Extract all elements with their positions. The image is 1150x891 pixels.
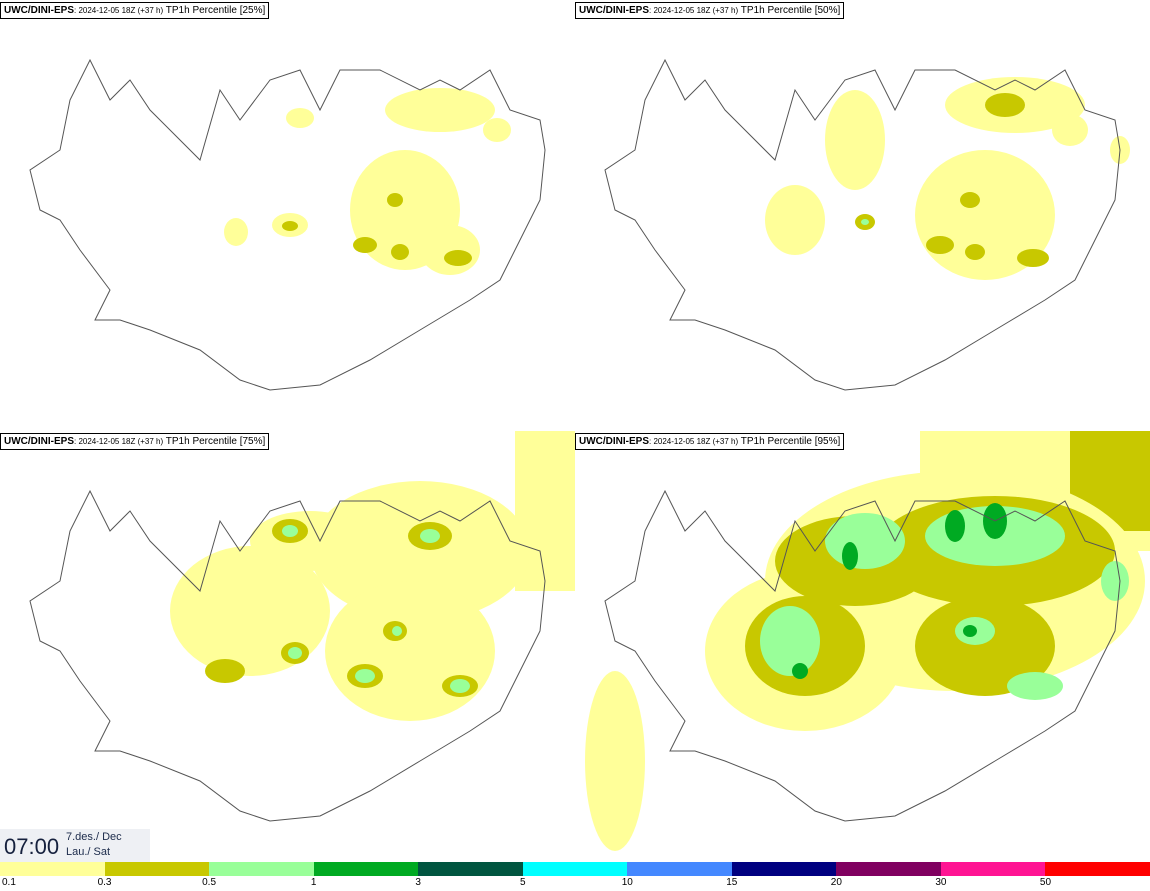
valid-time: 07:00 <box>4 834 60 859</box>
panel-title-p75: UWC/DINI-EPS: 2024-12-05 18Z (+37 h) TP1… <box>0 433 270 450</box>
parameter-name: TP1h Percentile [75%] <box>163 436 266 447</box>
legend-labels: 0.1 0.3 0.5 1 3 5 10 15 20 30 50 <box>0 877 1150 891</box>
model-name: UWC/DINI-EPS <box>4 436 74 447</box>
legend-label: 0.1 <box>2 877 16 888</box>
parameter-name: TP1h Percentile [50%] <box>738 5 841 16</box>
precip-map-p50 <box>604 58 1130 391</box>
precip-map-p25 <box>29 58 546 391</box>
legend-swatch <box>522 862 628 876</box>
legend-swatch <box>836 862 941 876</box>
precip-map-p75 <box>29 431 575 822</box>
map-panel-p75: UWC/DINI-EPS: 2024-12-05 18Z (+37 h) TP1… <box>0 431 575 862</box>
legend-swatch <box>209 862 314 876</box>
legend-label: 0.5 <box>202 877 217 888</box>
iceland-coastline <box>604 58 1121 391</box>
legend-label: 30 <box>935 877 947 888</box>
model-name: UWC/DINI-EPS <box>4 5 74 16</box>
parameter-name: TP1h Percentile [95%] <box>738 436 841 447</box>
legend-swatch <box>1045 862 1150 876</box>
precip-fields <box>224 88 511 275</box>
iceland-coastline <box>29 489 546 822</box>
panel-title-p95: UWC/DINI-EPS: 2024-12-05 18Z (+37 h) TP1… <box>575 433 845 450</box>
legend-swatch <box>627 862 732 876</box>
valid-date: 7.des./ Dec <box>66 831 122 843</box>
legend-label: 3 <box>415 877 421 888</box>
legend-swatch <box>731 862 837 876</box>
map-panel-p95: UWC/DINI-EPS: 2024-12-05 18Z (+37 h) TP1… <box>575 431 1150 862</box>
iceland-coastline <box>29 58 546 391</box>
panel-title-p50: UWC/DINI-EPS: 2024-12-05 18Z (+37 h) TP1… <box>575 2 845 19</box>
panel-title-p25: UWC/DINI-EPS: 2024-12-05 18Z (+37 h) TP1… <box>0 2 270 19</box>
legend-label: 0.3 <box>97 877 112 888</box>
parameter-name: TP1h Percentile [25%] <box>163 5 266 16</box>
model-name: UWC/DINI-EPS <box>579 5 649 16</box>
legend-swatch <box>940 862 1046 876</box>
legend-swatch <box>0 862 105 876</box>
legend-swatch <box>418 862 523 876</box>
precip-fields <box>765 77 1130 280</box>
run-info: : 2024-12-05 18Z (+37 h) <box>649 437 739 446</box>
valid-weekday: Lau./ Sat <box>66 846 111 858</box>
precip-fields <box>170 431 575 721</box>
map-panel-p25: UWC/DINI-EPS: 2024-12-05 18Z (+37 h) TP1… <box>0 0 575 431</box>
legend-label: 5 <box>519 877 526 888</box>
legend-label: 20 <box>830 877 842 888</box>
precip-map-p95 <box>585 431 1150 851</box>
iceland-coastline <box>604 489 1121 822</box>
legend-label: 1 <box>310 877 317 888</box>
map-panel-p50: UWC/DINI-EPS: 2024-12-05 18Z (+37 h) TP1… <box>575 0 1150 431</box>
run-info: : 2024-12-05 18Z (+37 h) <box>649 6 739 15</box>
legend-label: 10 <box>621 877 633 888</box>
legend-label: 15 <box>726 877 738 888</box>
model-name: UWC/DINI-EPS <box>579 436 649 447</box>
legend-colorbar <box>0 862 1150 876</box>
legend-label: 50 <box>1039 877 1052 888</box>
valid-time-box: 07:00 7.des./ Dec Lau./ Sat <box>0 829 150 862</box>
legend-swatch <box>104 862 210 876</box>
run-info: : 2024-12-05 18Z (+37 h) <box>74 6 164 15</box>
legend-swatch <box>313 862 419 876</box>
run-info: : 2024-12-05 18Z (+37 h) <box>74 437 164 446</box>
precip-fields <box>585 431 1150 851</box>
